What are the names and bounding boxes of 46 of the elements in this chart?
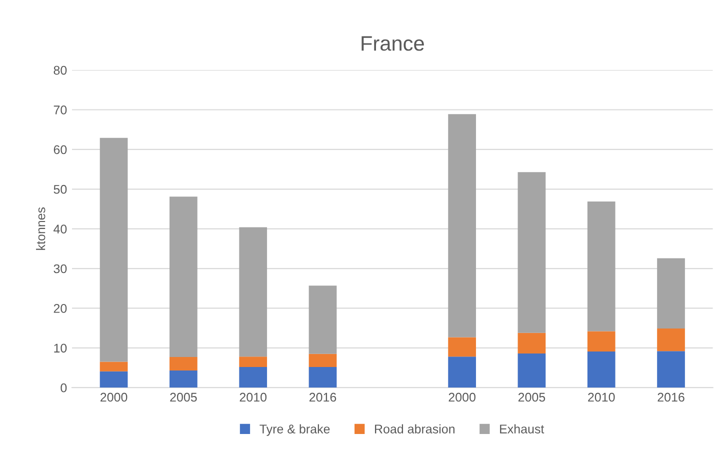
bar xyxy=(657,328,685,352)
x-tick-label: 2010 xyxy=(240,392,267,402)
bar xyxy=(100,138,128,362)
x-tick-label: 2000 xyxy=(100,392,128,402)
y-tick-label: 70 xyxy=(54,106,67,114)
legend-label: Tyre & brake xyxy=(260,424,330,436)
bar xyxy=(448,114,476,338)
y-tick-label: 10 xyxy=(54,344,67,353)
y-tick-label: 80 xyxy=(54,66,67,75)
bar xyxy=(448,337,476,357)
bar xyxy=(587,351,616,388)
y-tick-label: 60 xyxy=(54,145,67,154)
x-tick-label: 2010 xyxy=(588,392,615,402)
bar xyxy=(239,366,268,388)
x-tick-label: 2016 xyxy=(309,392,336,402)
bar xyxy=(518,172,546,333)
y-tick-label: 20 xyxy=(54,304,67,313)
y-axis-title: ktonnes xyxy=(36,207,46,250)
bar xyxy=(170,357,198,371)
bar xyxy=(308,354,337,367)
bar xyxy=(239,227,268,357)
y-tick-label: 0 xyxy=(60,383,67,392)
legend-label: Road abrasion xyxy=(375,424,454,434)
x-tick-label: 2016 xyxy=(658,392,684,402)
x-tick-label: 2005 xyxy=(170,392,197,402)
bar xyxy=(100,371,128,388)
bar xyxy=(518,353,546,388)
bar xyxy=(657,351,685,388)
bar xyxy=(587,201,616,332)
y-tick-label: 30 xyxy=(54,264,67,274)
y-tick-label: 40 xyxy=(54,224,67,234)
bar xyxy=(170,370,198,388)
y-tick-label: 50 xyxy=(54,184,67,194)
bar xyxy=(518,332,546,354)
x-tick-label: 2005 xyxy=(518,392,546,402)
chart-title: France xyxy=(362,36,424,51)
x-tick-label: 2000 xyxy=(448,392,476,402)
bar xyxy=(308,286,337,354)
bar xyxy=(587,331,616,352)
bar xyxy=(100,362,128,372)
bar xyxy=(308,366,337,388)
bar xyxy=(448,356,476,388)
bar xyxy=(239,356,268,367)
bar xyxy=(170,196,198,358)
legend-label: Exhaust xyxy=(500,424,544,434)
bar xyxy=(657,258,685,328)
